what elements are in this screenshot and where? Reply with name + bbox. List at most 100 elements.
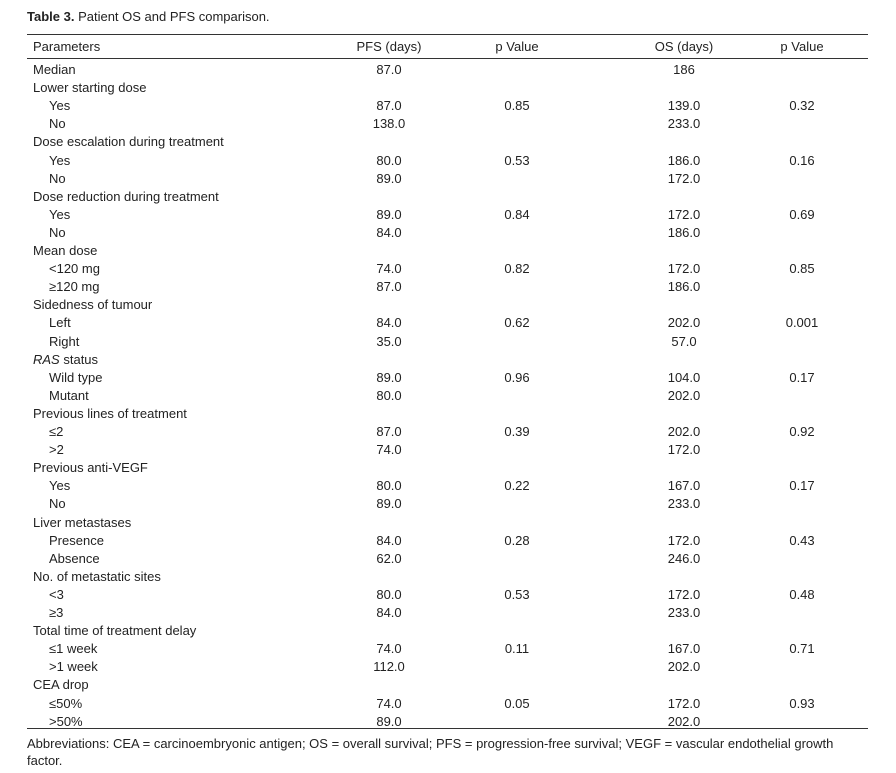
os-value: 172.0 [667,206,701,222]
header-pfs-p-value: p Value [495,39,539,54]
row-sublabel: Wild type [49,369,103,385]
row-sublabel: Yes [49,478,71,494]
os-value: 202.0 [667,424,701,439]
pfs-p-value: 0.28 [504,532,530,548]
table-row: <120 mg 74.0 0.82 172.0 0.85 [27,260,868,278]
table-top-rule [27,34,868,35]
pfs-value: 74.0 [376,641,402,657]
pfs-value: 84.0 [376,315,402,331]
row-sublabel: No [49,170,66,186]
os-value: 139.0 [667,98,701,114]
pfs-value: 74.0 [376,442,402,458]
pfs-p-value: 0.84 [504,206,530,222]
pfs-p-value: 0.82 [504,261,530,277]
pfs-value: 74.0 [376,695,402,711]
pfs-p-value: 0.11 [504,641,530,657]
table-row: No 89.0 233.0 [27,495,868,513]
os-value: 167.0 [667,641,701,657]
table-row: No 89.0 172.0 [27,170,868,188]
os-value: 246.0 [667,550,701,566]
row-sublabel: ≤2 [49,424,64,439]
os-value: 186.0 [667,152,701,168]
table-row: No. of metastatic sites [27,568,868,586]
row-sublabel: Left [49,315,71,331]
pfs-p-value: 0.53 [504,152,530,168]
row-sublabel: No [49,116,66,132]
os-p-value: 0.69 [789,206,815,222]
table-footnote: Abbreviations: CEA = carcinoembryonic an… [27,736,834,768]
table-row: ≤50% 74.0 0.05 172.0 0.93 [27,695,868,713]
row-sublabel: Right [49,333,80,349]
os-p-value: 0.48 [789,586,815,602]
row-label: Median [33,62,76,77]
row-sublabel: >50% [49,713,83,729]
row-sublabel: ≥3 [49,605,64,620]
table-row: CEA drop [27,676,868,694]
row-label-italic: RAS [33,351,60,367]
os-value: 172.0 [667,261,701,277]
pfs-value: 138.0 [372,116,406,132]
pfs-value: 87.0 [376,424,402,439]
row-label: Previous anti-VEGF [33,460,148,476]
pfs-value: 62.0 [376,550,402,566]
table-row: Yes 80.0 0.53 186.0 0.16 [27,152,868,170]
row-label: CEA drop [33,677,89,693]
table-row: >2 74.0 172.0 [27,441,868,459]
table-row: Absence 62.0 246.0 [27,550,868,568]
row-sublabel: No [49,496,66,512]
row-sublabel: Presence [49,532,104,548]
os-value: 172.0 [667,532,701,548]
os-value: 186.0 [667,279,701,295]
row-sublabel: ≥120 mg [49,279,100,295]
pfs-value: 87.0 [376,62,402,77]
row-label: Liver metastases [33,514,132,530]
pfs-p-value: 0.96 [504,369,530,385]
pfs-value: 84.0 [376,532,402,548]
os-value: 172.0 [667,586,701,602]
table-row: Presence 84.0 0.28 172.0 0.43 [27,532,868,550]
pfs-value: 84.0 [376,224,402,240]
row-sublabel: <3 [49,586,64,602]
pfs-value: 89.0 [376,170,402,186]
table-row: ≤2 87.0 0.39 202.0 0.92 [27,423,868,441]
row-sublabel: No [49,224,66,240]
pfs-value: 87.0 [376,279,402,295]
table-row: Wild type 89.0 0.96 104.0 0.17 [27,369,868,387]
os-value: 202.0 [667,713,701,729]
os-value: 172.0 [667,442,701,458]
table-row: ≥120 mg 87.0 186.0 [27,278,868,296]
row-sublabel: Yes [49,206,71,222]
table-row: No 84.0 186.0 [27,224,868,242]
row-sublabel: >1 week [49,659,98,675]
row-sublabel: <120 mg [49,261,100,277]
pfs-value: 84.0 [376,605,402,620]
row-label: No. of metastatic sites [33,568,161,584]
header-parameters: Parameters [33,39,101,54]
row-label: Previous lines of treatment [33,405,187,421]
pfs-value: 80.0 [376,586,402,602]
table-row: ≤1 week 74.0 0.11 167.0 0.71 [27,640,868,658]
pfs-value: 87.0 [376,98,402,114]
os-p-value: 0.16 [789,152,815,168]
table-row: Mean dose [27,242,868,260]
os-p-value: 0.85 [789,261,815,277]
pfs-p-value: 0.05 [504,695,530,711]
table-row: Previous lines of treatment [27,405,868,423]
row-sublabel: Yes [49,98,71,114]
os-p-value: 0.71 [789,641,815,657]
table-row: Dose reduction during treatment [27,188,868,206]
os-value: 186 [673,62,695,77]
table-row: Liver metastases [27,514,868,532]
table-bottom-rule [27,728,868,729]
os-value: 202.0 [667,315,701,331]
table-caption: Table 3. Patient OS and PFS comparison. [27,9,270,25]
row-sublabel: >2 [49,442,64,458]
row-label: Mean dose [33,243,98,258]
row-sublabel: Mutant [49,387,89,403]
table-header-row: Parameters PFS (days) p Value OS (days) … [27,38,868,56]
os-value: 202.0 [667,387,701,403]
row-label: RAS status [33,351,98,369]
os-value: 186.0 [667,224,701,240]
os-value: 233.0 [667,116,701,132]
pfs-value: 80.0 [376,152,402,168]
